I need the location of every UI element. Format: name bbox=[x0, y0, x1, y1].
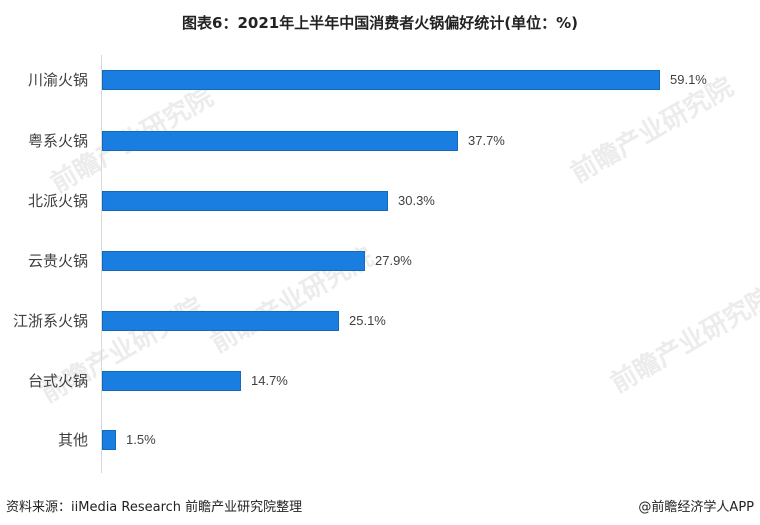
category-label: 川渝火锅 bbox=[27, 71, 88, 89]
bar-row: 江浙系火锅 25.1% bbox=[0, 311, 760, 331]
bar-row: 粤系火锅 37.7% bbox=[0, 131, 760, 151]
y-axis-line bbox=[101, 55, 102, 473]
value-label: 27.9% bbox=[375, 253, 412, 268]
bar-row: 北派火锅 30.3% bbox=[0, 191, 760, 211]
value-label: 37.7% bbox=[468, 133, 505, 148]
bar-row: 川渝火锅 59.1% bbox=[0, 70, 760, 90]
category-label: 云贵火锅 bbox=[27, 252, 88, 270]
category-label: 粤系火锅 bbox=[27, 132, 88, 150]
category-label: 北派火锅 bbox=[27, 192, 88, 210]
value-label: 14.7% bbox=[251, 373, 288, 388]
bar-row: 台式火锅 14.7% bbox=[0, 371, 760, 391]
value-label: 30.3% bbox=[398, 193, 435, 208]
bar bbox=[102, 430, 116, 450]
bar bbox=[102, 371, 241, 391]
bar bbox=[102, 131, 458, 151]
category-label: 其他 bbox=[57, 431, 88, 449]
bar bbox=[102, 251, 365, 271]
value-label: 1.5% bbox=[126, 432, 156, 447]
chart-title: 图表6：2021年上半年中国消费者火锅偏好统计(单位：%) bbox=[182, 14, 578, 32]
value-label: 25.1% bbox=[349, 313, 386, 328]
bar bbox=[102, 191, 388, 211]
category-label: 台式火锅 bbox=[27, 372, 88, 390]
source-note: 资料来源：iiMedia Research 前瞻产业研究院整理 bbox=[6, 500, 303, 515]
bar bbox=[102, 70, 660, 90]
credit-note: @前瞻经济学人APP bbox=[638, 500, 754, 515]
value-label: 59.1% bbox=[670, 72, 707, 87]
bar bbox=[102, 311, 339, 331]
watermark: 前瞻产业研究院 bbox=[35, 292, 209, 410]
bar-row: 其他 1.5% bbox=[0, 430, 760, 450]
bar-row: 云贵火锅 27.9% bbox=[0, 251, 760, 271]
category-label: 江浙系火锅 bbox=[12, 312, 88, 330]
